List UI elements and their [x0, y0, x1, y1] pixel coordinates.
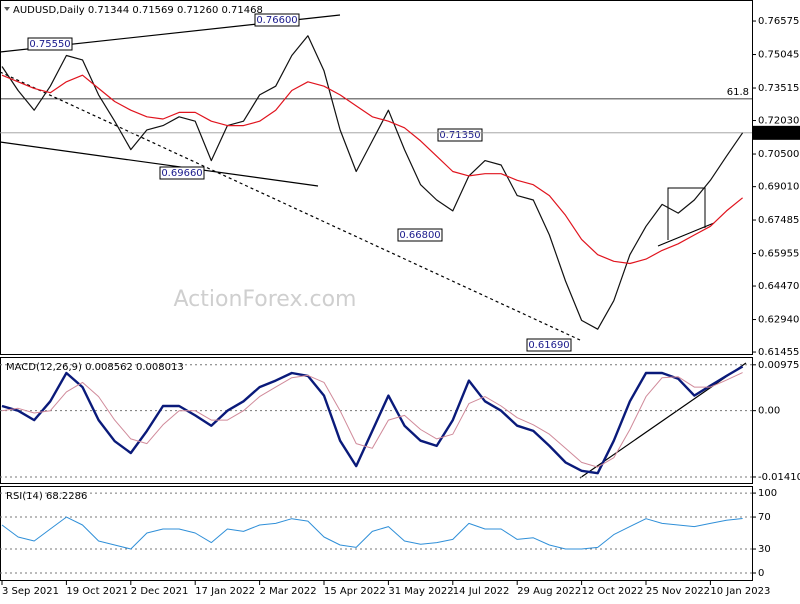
series-line [1, 74, 743, 265]
y-tick-label: 30 [758, 544, 771, 555]
annotations: 0.75550 0.76600 0.69660 0.71350 0.66800 … [27, 13, 572, 352]
annotation-box [437, 128, 483, 142]
annotation-box [159, 166, 205, 180]
level-label: 61.8 [727, 87, 749, 98]
annotation: 0.61690 [528, 340, 569, 351]
x-tick-label: 29 Aug 2022 [517, 586, 581, 597]
series-line [1, 516, 743, 550]
panel-title: MACD(12,26,9) 0.008562 0.008013 [6, 362, 184, 373]
annotation-box [27, 37, 73, 51]
annotation: 0.75550 [29, 39, 70, 50]
trendline [657, 222, 715, 247]
x-tick-label: 14 Jul 2022 [453, 586, 510, 597]
annotation: 0.76600 [256, 15, 297, 26]
bracket [667, 187, 706, 240]
last-price-box [753, 125, 800, 140]
panel-title: AUDUSD,Daily 0.71344 0.71569 0.71260 0.7… [13, 5, 263, 16]
y-tick-label: 0.73515 [758, 83, 799, 94]
x-tick-label: 3 Sep 2021 [2, 586, 59, 597]
series-line [1, 365, 744, 475]
y-tick-label: 0.00 [758, 406, 780, 417]
watermark: ActionForex.com [174, 287, 357, 312]
y-tick-label: 70 [758, 512, 771, 523]
y-tick-label: 0 [758, 568, 764, 579]
title-icon [4, 7, 10, 11]
annotation: 0.69660 [161, 168, 202, 179]
last-price-label: 0.71468 [757, 128, 798, 139]
y-tick-label: 0.69010 [758, 182, 799, 193]
x-tick-label: 31 May 2022 [388, 586, 453, 597]
y-tick-label: 0.76575 [758, 16, 799, 27]
y-tick-label: 0.75045 [758, 50, 799, 61]
price-panel [0, 0, 753, 355]
annotation: 0.66800 [399, 230, 440, 241]
rsi-panel [0, 486, 753, 581]
y-tick-label: 100 [758, 488, 777, 499]
y-tick-label: 0.70500 [758, 149, 799, 160]
annotation: 0.71350 [439, 130, 480, 141]
trendline [0, 71, 581, 341]
series-line [1, 372, 743, 468]
y-tick-label: 0.65955 [758, 249, 799, 260]
x-tick-label: 15 Apr 2022 [324, 586, 386, 597]
x-tick-label: 12 Oct 2022 [582, 586, 644, 597]
y-tick-label: 0.62940 [758, 315, 799, 326]
series-line [1, 35, 744, 330]
y-tick-label: 0.61455 [758, 347, 799, 358]
y-tick-label: 0.72030 [758, 116, 799, 127]
y-tick-label: 0.64470 [758, 281, 799, 292]
annotation-box [254, 13, 300, 27]
x-tick-label: 19 Oct 2021 [66, 586, 128, 597]
x-tick-label: 10 Jan 2023 [710, 586, 770, 597]
y-tick-label: 0.67485 [758, 215, 799, 226]
x-tick-label: 2 Dec 2021 [131, 586, 189, 597]
x-tick-label: 2 Mar 2022 [260, 586, 317, 597]
trendline [0, 141, 319, 187]
x-tick-label: 25 Nov 2022 [646, 586, 710, 597]
macd-panel [0, 357, 753, 484]
y-tick-label: -0.014107 [758, 472, 800, 483]
annotation-box [397, 228, 443, 242]
y-tick-label: 0.009751 [758, 360, 800, 371]
panel-title: RSI(14) 68.2286 [6, 491, 87, 502]
annotation-box [526, 338, 572, 352]
x-tick-label: 17 Jan 2022 [195, 586, 255, 597]
